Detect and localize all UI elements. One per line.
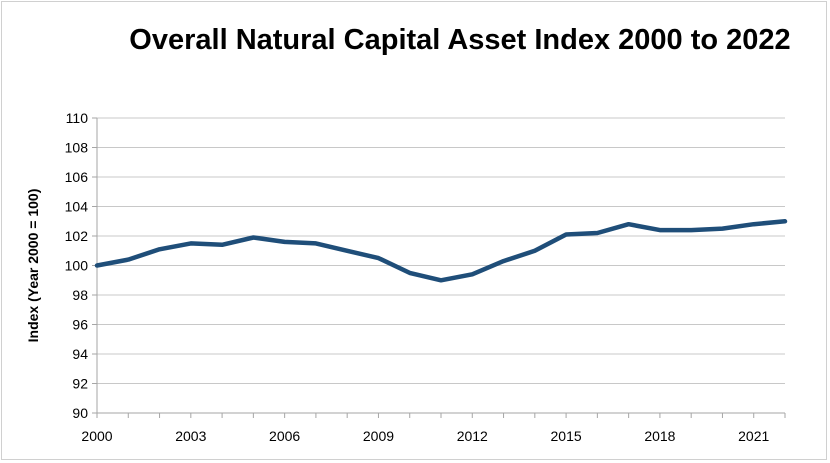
x-tick-label: 2003 bbox=[175, 428, 206, 444]
y-tick-label: 100 bbox=[65, 258, 89, 274]
y-tick-label: 104 bbox=[65, 199, 89, 215]
series-layer bbox=[94, 219, 788, 283]
x-tick-label: 2009 bbox=[363, 428, 394, 444]
x-tick-label: 2018 bbox=[644, 428, 675, 444]
gridlines bbox=[97, 117, 785, 414]
y-tick-label: 96 bbox=[72, 317, 88, 333]
y-tick-label: 110 bbox=[66, 110, 89, 126]
x-tick-label: 2021 bbox=[738, 428, 769, 444]
y-tick-labels: 90 92 94 96 98 100 102 104 106 108 110 bbox=[65, 110, 89, 421]
y-tick-label: 92 bbox=[72, 376, 88, 392]
axes bbox=[92, 117, 786, 418]
y-tick-label: 94 bbox=[72, 346, 88, 362]
x-tick-label: 2000 bbox=[81, 428, 112, 444]
x-tick-label: 2015 bbox=[551, 428, 582, 444]
x-tick-label: 2006 bbox=[269, 428, 300, 444]
y-axis-title: Index (Year 2000 = 100) bbox=[25, 189, 41, 343]
y-tick-label: 108 bbox=[65, 140, 89, 156]
series-line bbox=[94, 219, 788, 283]
y-tick-label: 98 bbox=[72, 287, 88, 303]
y-tick-label: 106 bbox=[65, 169, 89, 185]
y-tick-label: 102 bbox=[65, 228, 89, 244]
chart-title: Overall Natural Capital Asset Index 2000… bbox=[129, 24, 791, 56]
x-tick-label: 2012 bbox=[457, 428, 488, 444]
y-tick-label: 90 bbox=[72, 405, 88, 421]
x-tick-labels: 2000 2003 2006 2009 2012 2015 2018 2021 bbox=[81, 428, 769, 444]
